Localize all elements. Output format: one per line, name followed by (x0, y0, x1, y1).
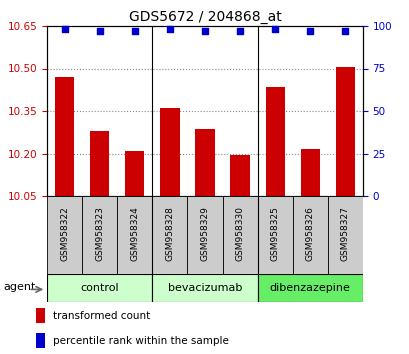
Bar (222, 196, 257, 274)
Bar (327, 196, 362, 274)
Title: GDS5672 / 204868_at: GDS5672 / 204868_at (128, 10, 281, 24)
Bar (300, 149, 319, 196)
Bar (47, 196, 82, 274)
Point (201, 28, 208, 34)
Bar (82, 196, 117, 274)
Point (236, 28, 243, 34)
Text: percentile rank within the sample: percentile rank within the sample (52, 336, 228, 346)
Point (271, 27, 278, 32)
Point (306, 28, 313, 34)
Text: GSM958325: GSM958325 (270, 206, 279, 261)
Text: dibenzazepine: dibenzazepine (269, 283, 350, 293)
Bar (257, 196, 292, 274)
Bar (230, 155, 249, 196)
Bar (125, 151, 144, 196)
Bar (335, 67, 354, 196)
Bar (90, 131, 109, 196)
Text: GSM958329: GSM958329 (200, 206, 209, 261)
Bar (160, 108, 179, 196)
Bar (36, 333, 45, 348)
Text: GSM958327: GSM958327 (340, 206, 349, 261)
Point (166, 27, 173, 32)
Text: GSM958323: GSM958323 (95, 206, 104, 261)
Text: GSM958330: GSM958330 (235, 206, 244, 261)
Bar (55, 77, 74, 196)
Text: GSM958324: GSM958324 (130, 206, 139, 261)
Bar (47, 274, 152, 302)
Point (131, 28, 138, 34)
Bar (257, 274, 362, 302)
Text: agent: agent (4, 281, 36, 292)
Text: GSM958326: GSM958326 (305, 206, 314, 261)
Text: bevacizumab: bevacizumab (167, 283, 242, 293)
Bar (265, 87, 284, 196)
Bar (292, 196, 327, 274)
Bar (152, 196, 187, 274)
Text: control: control (80, 283, 119, 293)
Point (61, 27, 68, 32)
Point (341, 28, 348, 34)
Text: transformed count: transformed count (52, 311, 149, 321)
Text: GSM958322: GSM958322 (60, 206, 69, 261)
Bar (36, 308, 45, 323)
Bar (187, 196, 222, 274)
Bar (117, 196, 152, 274)
Bar (195, 130, 214, 196)
Text: GSM958328: GSM958328 (165, 206, 174, 261)
Bar (152, 274, 257, 302)
Point (96, 28, 103, 34)
